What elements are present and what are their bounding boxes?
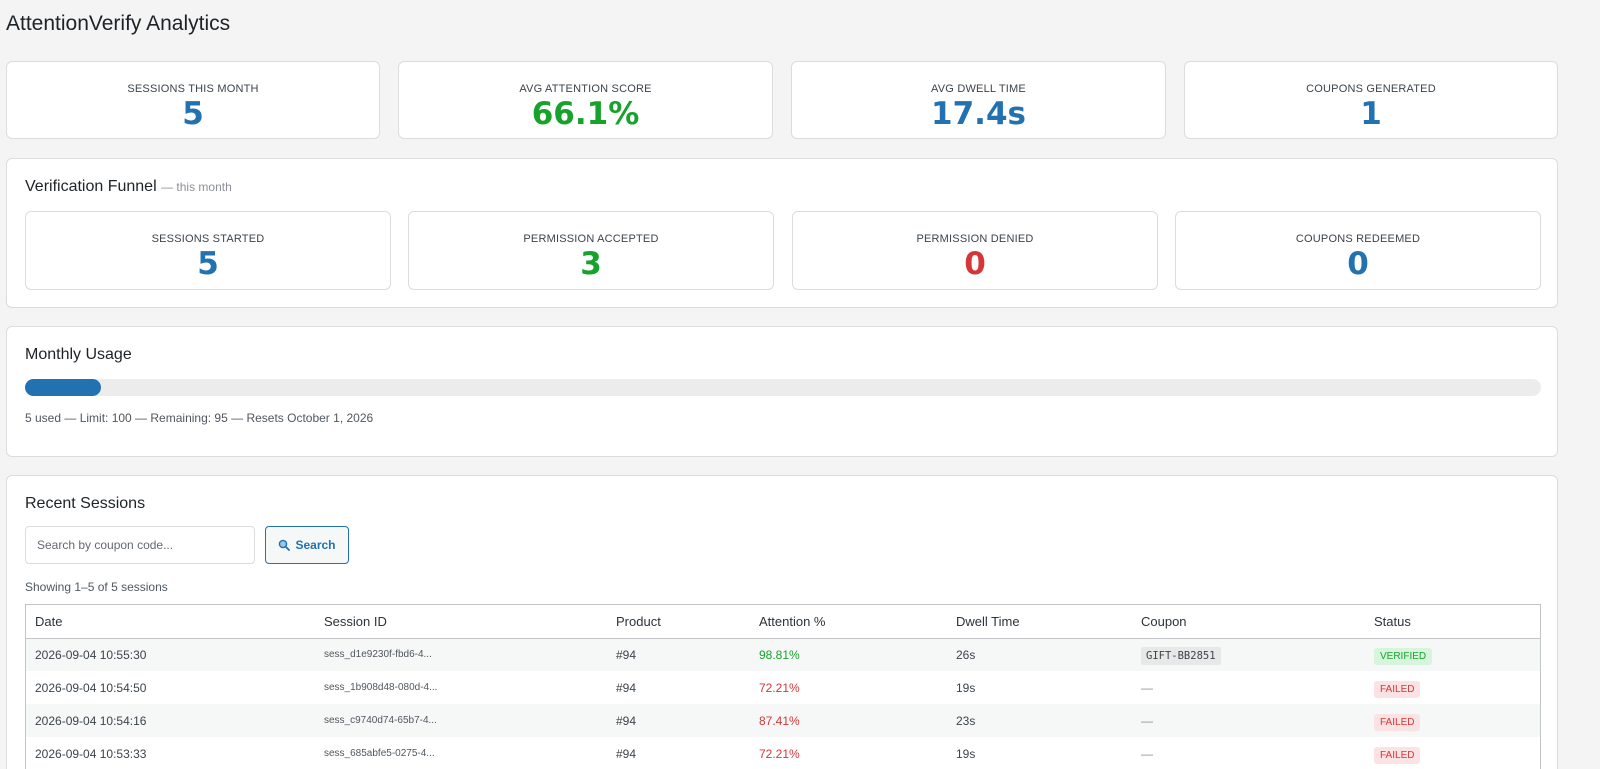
stat-card-coupons: COUPONS GENERATED 1 (1184, 61, 1558, 139)
stat-label: AVG DWELL TIME (931, 83, 1026, 95)
column-header-date[interactable]: Date (26, 605, 315, 639)
status-badge: FAILED (1374, 680, 1421, 698)
usage-progress-bar (25, 379, 1541, 396)
funnel-title: Verification Funnel — this month (25, 178, 232, 196)
column-header-attention[interactable]: Attention % (750, 605, 947, 639)
table-header-row: Date Session ID Product Attention % Dwel… (26, 605, 1540, 639)
stat-value: 0 (1347, 246, 1369, 282)
cell-date: 2026-09-04 10:54:16 (35, 713, 147, 728)
sessions-title: Recent Sessions (25, 495, 146, 512)
stat-value: 66.1% (531, 96, 640, 132)
cell-product: #94 (616, 647, 637, 662)
stat-value: 1 (1360, 96, 1382, 132)
cell-coupon: GIFT-BB2851 (1132, 638, 1365, 671)
cell-attention: 87.41% (759, 713, 800, 728)
cell-attention: 72.21% (759, 680, 800, 695)
cell-product: #94 (616, 680, 637, 695)
funnel-card-redeemed: COUPONS REDEEMED 0 (1175, 211, 1541, 290)
cell-status: VERIFIED (1365, 638, 1540, 671)
status-badge: FAILED (1374, 746, 1421, 764)
cell-product: #94 (616, 713, 637, 728)
funnel-card-denied: PERMISSION DENIED 0 (792, 211, 1158, 290)
funnel-subtitle: — this month (161, 180, 232, 194)
search-button[interactable]: Search (265, 526, 349, 564)
verification-funnel-panel: Verification Funnel — this month SESSION… (6, 158, 1558, 308)
cell-date: 2026-09-04 10:54:50 (35, 680, 147, 695)
cell-session-id: sess_d1e9230f-fbd6-4... (324, 649, 432, 661)
stat-label: SESSIONS THIS MONTH (127, 83, 259, 95)
stat-card-attention: AVG ATTENTION SCORE 66.1% (398, 61, 773, 139)
column-header-status[interactable]: Status (1365, 605, 1540, 639)
recent-sessions-panel: Recent Sessions Search Showing 1–5 of 5 … (6, 475, 1558, 769)
cell-coupon: — (1141, 713, 1153, 728)
sessions-table: Date Session ID Product Attention % Dwel… (25, 604, 1541, 769)
cell-dwell-time: 26s (956, 647, 976, 662)
stat-label: COUPONS GENERATED (1306, 83, 1436, 95)
stat-value: 5 (182, 96, 204, 132)
stat-label: COUPONS REDEEMED (1295, 233, 1421, 245)
table-row[interactable]: 2026-09-04 10:53:33 sess_685abfe5-0275-4… (26, 737, 1540, 769)
cell-status: FAILED (1365, 671, 1540, 704)
stat-label: AVG ATTENTION SCORE (519, 83, 652, 95)
cell-session-id: sess_1b908d48-080d-4... (324, 682, 438, 693)
stat-value: 17.4s (931, 96, 1026, 132)
cell-session-id: sess_685abfe5-0275-4... (324, 748, 435, 759)
cell-dwell-time: 19s (956, 746, 976, 761)
search-button-label: Search (295, 538, 336, 552)
monthly-usage-panel: Monthly Usage 5 used — Limit: 100 — Rema… (6, 326, 1558, 457)
table-row[interactable]: 2026-09-04 10:54:50 sess_1b908d48-080d-4… (26, 671, 1540, 704)
cell-coupon: — (1141, 746, 1153, 761)
table-row[interactable]: 2026-09-04 10:55:30 sess_d1e9230f-fbd6-4… (26, 638, 1540, 671)
cell-date: 2026-09-04 10:55:30 (35, 647, 147, 662)
stat-label: PERMISSION DENIED (916, 233, 1034, 245)
cell-dwell-time: 19s (956, 680, 976, 695)
funnel-title-text: Verification Funnel (25, 178, 157, 195)
cell-coupon: — (1141, 680, 1153, 695)
showing-count: Showing 1–5 of 5 sessions (25, 580, 168, 594)
column-header-product[interactable]: Product (607, 605, 750, 639)
stat-value: 0 (964, 246, 986, 282)
usage-summary: 5 used — Limit: 100 — Remaining: 95 — Re… (25, 411, 374, 425)
cell-attention: 72.21% (759, 746, 800, 761)
coupon-search-input[interactable] (25, 526, 255, 564)
column-header-dwell-time[interactable]: Dwell Time (947, 605, 1132, 639)
column-header-coupon[interactable]: Coupon (1132, 605, 1365, 639)
stat-value: 3 (580, 246, 602, 282)
funnel-card-accepted: PERMISSION ACCEPTED 3 (408, 211, 774, 290)
page-title: AttentionVerify Analytics (6, 12, 231, 35)
stat-card-dwell: AVG DWELL TIME 17.4s (791, 61, 1166, 139)
stat-label: SESSIONS STARTED (151, 233, 265, 245)
stat-card-sessions: SESSIONS THIS MONTH 5 (6, 61, 380, 139)
magnifier-icon (279, 539, 291, 551)
cell-status: FAILED (1365, 737, 1540, 769)
status-badge: FAILED (1374, 713, 1421, 731)
usage-progress-fill (25, 379, 101, 396)
stat-value: 5 (197, 246, 219, 282)
usage-title: Monthly Usage (25, 346, 132, 363)
cell-product: #94 (616, 746, 637, 761)
cell-dwell-time: 23s (956, 713, 976, 728)
cell-attention: 98.81% (759, 647, 800, 662)
column-header-session-id[interactable]: Session ID (315, 605, 607, 639)
cell-date: 2026-09-04 10:53:33 (35, 746, 147, 761)
status-badge: VERIFIED (1374, 647, 1433, 665)
table-row[interactable]: 2026-09-04 10:54:16 sess_c9740d74-65b7-4… (26, 704, 1540, 737)
stat-label: PERMISSION ACCEPTED (523, 233, 659, 245)
funnel-card-started: SESSIONS STARTED 5 (25, 211, 391, 290)
cell-session-id: sess_c9740d74-65b7-4... (324, 715, 437, 726)
coupon-code: GIFT-BB2851 (1141, 646, 1221, 665)
cell-status: FAILED (1365, 704, 1540, 737)
